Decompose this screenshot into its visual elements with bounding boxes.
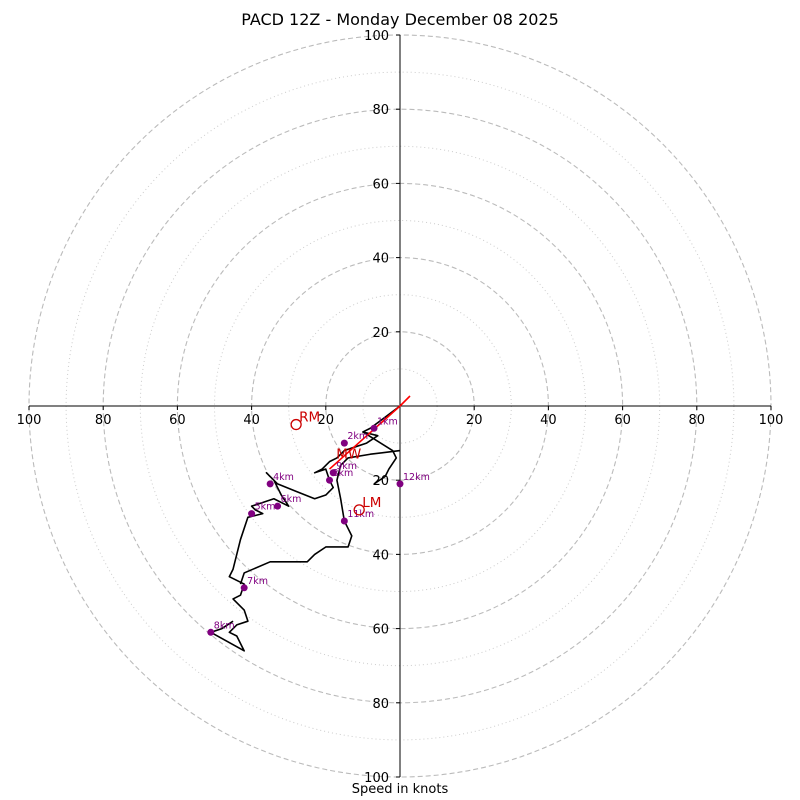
x-tick-label: 20 (318, 413, 335, 428)
y-tick-label: 100 (364, 29, 389, 44)
storm-motion-label: LM (362, 495, 381, 511)
height-marker-dot (329, 469, 337, 477)
height-marker-label: 2km (347, 431, 368, 442)
y-tick-label: 100 (364, 771, 389, 786)
height-marker-label: 12km (403, 472, 430, 483)
height-marker-dot (266, 480, 274, 488)
trace-line-lower (239, 449, 401, 585)
height-marker-label: 3km (333, 468, 354, 479)
x-axis-label: Speed in knots (351, 782, 449, 797)
height-marker-label: 7km (247, 576, 268, 587)
trace-line (209, 405, 401, 652)
height-marker-label: 5km (255, 502, 276, 513)
storm-motion-marker (290, 418, 302, 431)
x-tick-label: 100 (759, 413, 784, 428)
storm-motion-label: RM (299, 410, 320, 426)
storm-motion-marker (353, 504, 365, 516)
y-tick-label: 20 (372, 474, 389, 489)
hodograph-trace (209, 395, 411, 652)
y-tick-label: 20 (372, 326, 389, 341)
x-tick-label: 60 (614, 413, 631, 428)
x-tick-label: 20 (466, 413, 483, 428)
height-marker-dot (340, 517, 348, 525)
x-tick-label: 80 (95, 413, 112, 428)
x-tick-label: 80 (689, 413, 706, 428)
height-marker-dot (326, 476, 334, 484)
y-tick-label: 40 (372, 548, 389, 563)
storm-motion-label: MW (336, 447, 361, 463)
shear-vector-line (328, 405, 401, 470)
y-tick-label: 80 (372, 103, 389, 118)
height-marker-label: 6km (281, 494, 302, 505)
y-tick-label: 60 (372, 177, 389, 192)
y-tick-label: 60 (372, 623, 389, 638)
x-tick-label: 40 (540, 413, 557, 428)
x-tick-label: 60 (169, 413, 186, 428)
height-marker-dot (370, 424, 378, 432)
y-tick-label: 80 (372, 697, 389, 712)
x-tick-label: 40 (243, 413, 260, 428)
height-marker-dot (207, 628, 215, 636)
height-marker-dot (240, 584, 248, 592)
height-marker-dot (248, 510, 256, 518)
storm-motion-markers: RM LM MW (290, 410, 381, 516)
x-tick-label: 100 (17, 413, 42, 428)
y-tick-label: 40 (372, 252, 389, 267)
height-marker-label: 9km (336, 461, 357, 472)
trace-line-upper (362, 431, 398, 485)
height-marker-dot (274, 502, 282, 510)
height-marker-label: 1km (377, 416, 398, 427)
height-marker-label: 8km (214, 620, 235, 631)
shear-vector-extension (399, 395, 411, 407)
chart-title: PACD 12Z - Monday December 08 2025 (241, 10, 559, 29)
height-marker-dot (340, 439, 348, 447)
axes: 100 80 60 40 20 20 40 60 80 100 100 80 60 40 20 20 40 60 8… (17, 29, 784, 786)
height-marker-dot (396, 480, 404, 488)
height-marker-label: 4km (273, 472, 294, 483)
